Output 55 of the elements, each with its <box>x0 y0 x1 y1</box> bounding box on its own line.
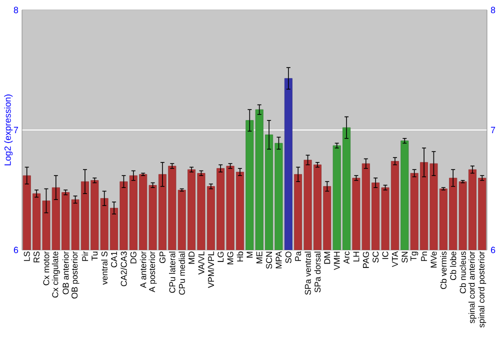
x-tick-label: M <box>246 252 253 258</box>
x-tick-label: LS <box>24 252 30 261</box>
x-tick-label: VTA <box>392 251 398 268</box>
y2-tick-label: 8 <box>490 6 496 14</box>
y-tick-label: 8 <box>14 6 18 14</box>
x-tick-label: ventral S <box>101 252 108 285</box>
x-tick-label: Cb lobe <box>450 252 456 280</box>
x-tick-label: MG <box>227 252 234 264</box>
x-tick-label: DG <box>130 252 136 264</box>
y2-tick-label: 7 <box>490 126 496 134</box>
x-tick-label: LH <box>353 252 360 262</box>
x-tick-label: SC <box>372 252 379 263</box>
x-tick-label: Arc <box>344 251 350 264</box>
x-tick-label: spinal cord posterior <box>478 251 486 328</box>
x-tick-label: MD <box>188 252 194 264</box>
y-tick-label: 6 <box>14 246 18 254</box>
x-tick-label: Cx motor <box>43 251 50 286</box>
x-tick-label: ME <box>256 252 262 264</box>
x-tick-label: SO <box>285 252 292 264</box>
x-tick-label: CPu medial <box>178 252 185 295</box>
x-tick-label: Pa <box>295 251 302 261</box>
x-tick-label: SPa ventral <box>304 252 311 295</box>
x-tick-label: Cb vermis <box>440 252 447 290</box>
x-tick-label: SN <box>402 252 408 263</box>
x-tick-label: MVe <box>430 252 437 268</box>
x-tick-label: Cx cingulate <box>52 252 60 298</box>
x-tick-label: MPA <box>276 251 282 268</box>
x-tick-label: DM <box>324 252 330 264</box>
x-tick-label: SPa dorsal <box>314 252 321 292</box>
x-tick-label: IC <box>382 252 388 259</box>
x-tick-label: CPu lateral <box>169 252 176 293</box>
x-tick-label: Pn <box>421 252 427 261</box>
x-tick-label: Tu <box>92 252 98 261</box>
x-tick-label: Pir <box>82 251 88 261</box>
x-tick-label: Tg <box>410 252 418 261</box>
x-tick-label: A anterior <box>140 251 146 288</box>
x-tick-label: PAG <box>362 252 369 268</box>
x-tick-label: CA1 <box>111 252 118 268</box>
x-tick-label: Cb nucleus <box>460 252 466 294</box>
x-tick-label: OB anterior <box>62 251 69 294</box>
y-tick-label: 7 <box>14 126 18 134</box>
x-tick-label: VA/VL <box>198 251 204 275</box>
y-axis-title: Log2 (expression) <box>4 94 13 166</box>
x-tick-label: SCN <box>266 252 272 269</box>
x-tick-label: RS <box>34 252 40 262</box>
y2-tick-label: 6 <box>490 246 496 254</box>
x-tick-label: CA2/CA3 <box>120 252 127 286</box>
x-tick-label: A posterior <box>148 251 157 292</box>
x-tick-label: Hb <box>236 252 244 262</box>
x-tick-label: OB posterior <box>71 251 80 298</box>
x-tick-label: VMH <box>334 252 340 270</box>
x-tick-label: LG <box>218 252 224 262</box>
x-tick-label: spinal cord anterior <box>468 251 476 324</box>
x-tick-label: GP <box>159 252 166 264</box>
x-tick-label: VPM/VPL <box>208 251 214 288</box>
